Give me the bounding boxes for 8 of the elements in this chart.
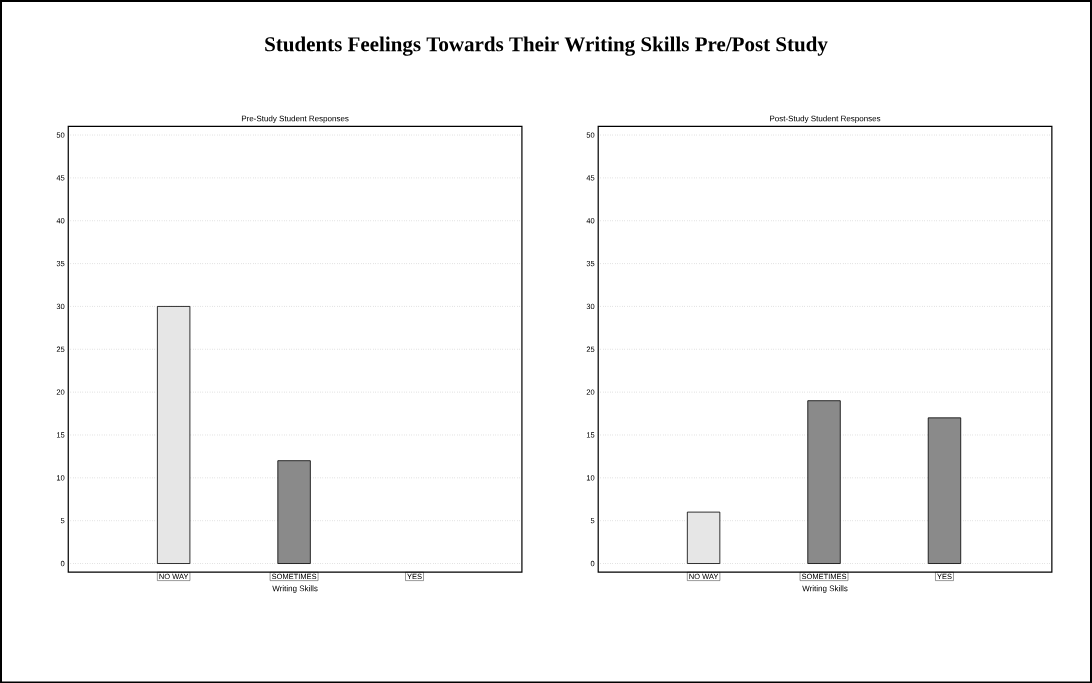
x-axis-title: Writing Skills (802, 585, 848, 593)
chart-subtitle: Pre-Study Student Responses (241, 115, 349, 123)
chart-title: Students Feelings Towards Their Writing Skills Pre/Post Study (265, 36, 828, 56)
bar (807, 400, 841, 564)
chart-title: Post-Study Student Responses (770, 115, 881, 123)
bar (927, 417, 962, 564)
bar (686, 511, 721, 564)
x-axis-title: Writing Skills (272, 585, 318, 593)
